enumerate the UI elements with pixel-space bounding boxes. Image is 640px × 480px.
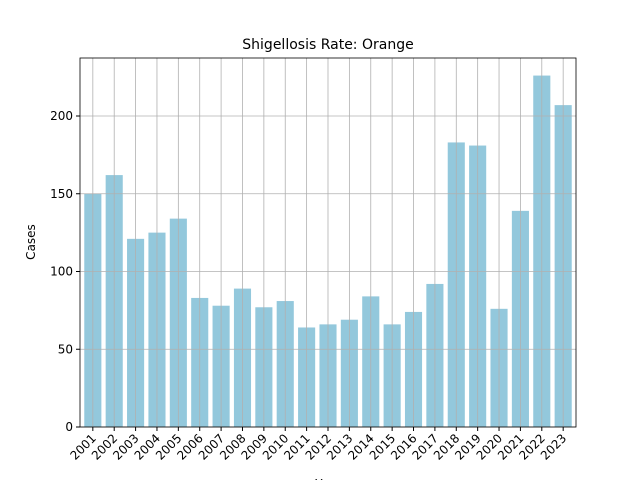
y-tick-label: 200 <box>50 109 73 123</box>
x-axis-label: Year <box>314 477 340 480</box>
y-tick-label: 50 <box>58 342 73 356</box>
y-axis-label: Cases <box>24 224 38 260</box>
y-tick-label: 150 <box>50 187 73 201</box>
y-tick-label: 0 <box>65 420 73 434</box>
plot-frame <box>79 57 577 428</box>
chart-title: Shigellosis Rate: Orange <box>242 37 413 53</box>
y-tick-label: 100 <box>50 265 73 279</box>
